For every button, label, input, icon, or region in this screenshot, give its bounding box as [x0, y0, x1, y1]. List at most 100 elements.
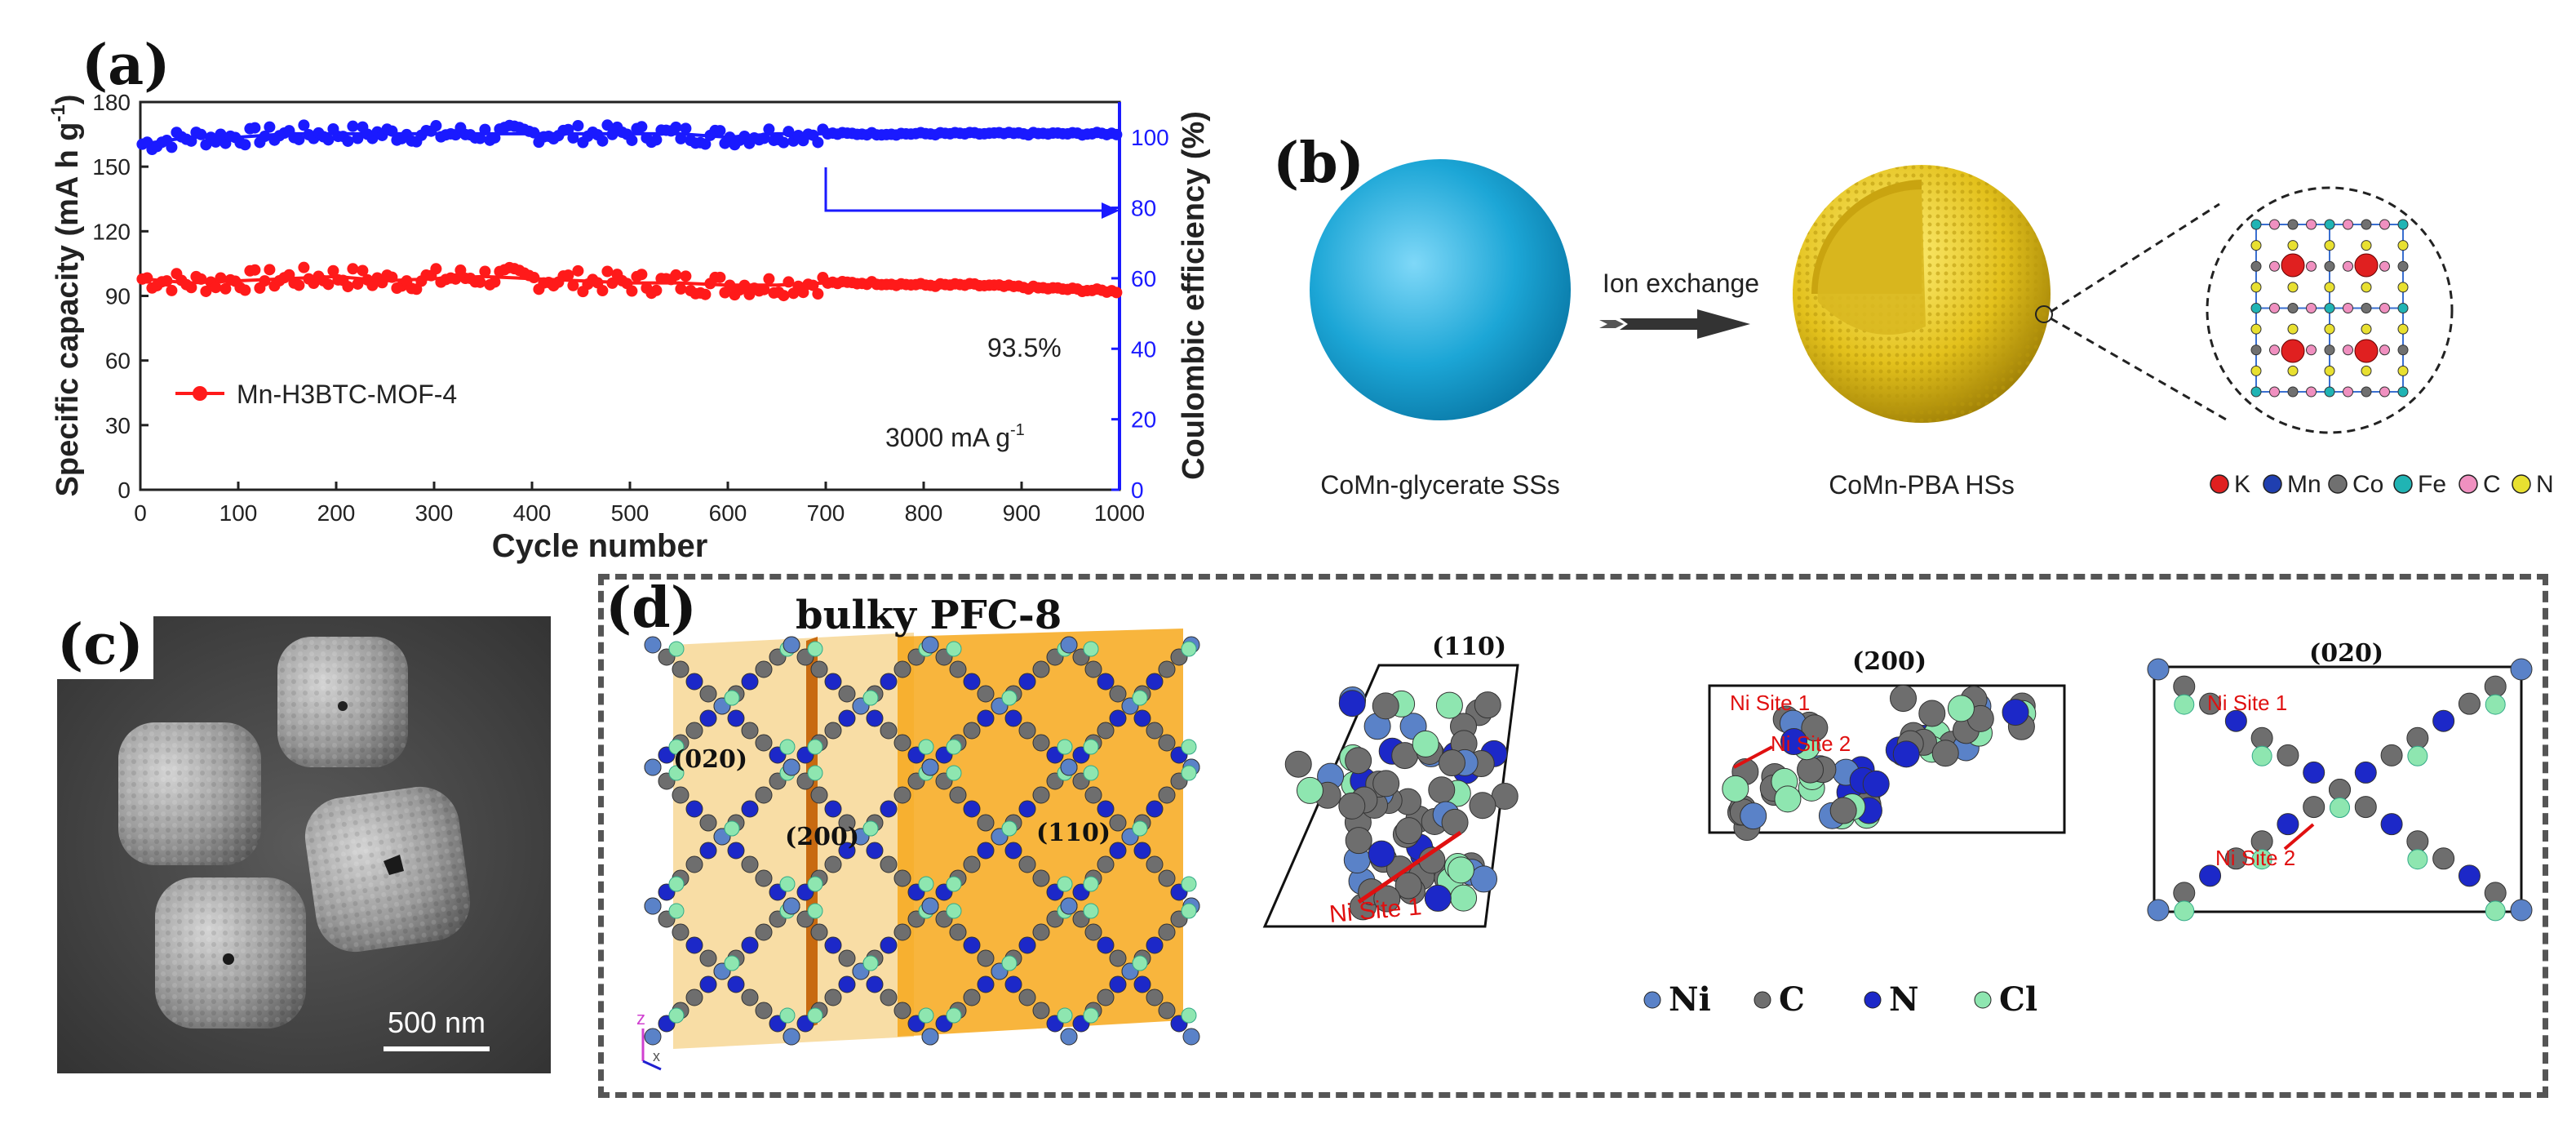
molecule-cl — [2251, 849, 2272, 870]
framework-atom — [741, 936, 759, 954]
framework-cl — [1181, 765, 1197, 781]
framework-atom — [977, 975, 995, 993]
molecule-atom — [2458, 864, 2481, 887]
framework-atom — [1060, 897, 1078, 915]
data-point — [195, 128, 207, 140]
molecule-atom — [1424, 884, 1452, 912]
data-point — [699, 288, 712, 300]
data-point — [675, 282, 687, 295]
lattice-atom — [2250, 219, 2262, 230]
lattice-atom — [2269, 344, 2280, 356]
molecule-cl — [2485, 694, 2506, 715]
data-point — [738, 279, 751, 291]
pba-caption: CoMn-PBA HSs — [1829, 470, 2015, 500]
legend-label-n: N — [1889, 980, 1919, 1019]
data-point — [758, 283, 770, 295]
framework-cl — [1132, 955, 1148, 971]
data-point — [1111, 128, 1123, 140]
framework-atom — [1109, 814, 1127, 832]
lattice-atom — [2343, 386, 2353, 398]
molecule-atom — [2277, 813, 2299, 836]
k-ion — [2354, 339, 2379, 363]
framework-cl — [946, 876, 962, 892]
framework-atom — [949, 786, 967, 804]
efficiency-arrow — [824, 167, 1110, 212]
lattice-atom — [2343, 344, 2353, 356]
lattice-atom — [2397, 344, 2409, 356]
framework-atom — [949, 660, 967, 678]
lattice-atom — [2397, 323, 2409, 335]
panel-d-frame — [598, 574, 2548, 1098]
x-tick-label: 500 — [611, 500, 650, 526]
lattice-atom — [2324, 344, 2335, 356]
framework-atom — [838, 709, 856, 727]
lattice-atom — [2287, 219, 2299, 230]
framework-atom — [699, 975, 717, 993]
k-ion — [2281, 253, 2305, 278]
framework-atom — [963, 936, 981, 954]
view-200-label: (200) — [1852, 647, 1926, 676]
framework-atom — [783, 1028, 800, 1046]
y-left-tick-label: 0 — [117, 478, 131, 503]
framework-atom — [1018, 855, 1036, 873]
molecule-atom — [2458, 692, 2481, 715]
framework-atom — [838, 814, 856, 832]
y-left-axis-title: Specific capacity (mA h g-1) — [47, 95, 85, 497]
framework-cl — [862, 955, 879, 971]
framework-cl — [807, 641, 823, 657]
framework-atom — [727, 975, 745, 993]
framework-atom — [644, 758, 662, 776]
lattice-atom — [2269, 260, 2280, 272]
framework-atom — [1109, 949, 1127, 967]
molecule-atom — [2406, 830, 2429, 853]
molecule-atom — [1740, 802, 1767, 830]
legend-label-c: C — [1779, 980, 1805, 1019]
framework-atom — [1158, 786, 1176, 804]
current-annotation: 3000 mA g-1 — [885, 421, 1025, 452]
data-point — [342, 135, 354, 147]
molecule-atom — [2224, 709, 2247, 732]
framework-atom — [866, 975, 884, 993]
data-point — [474, 132, 486, 144]
molecule-atom — [1829, 797, 1857, 824]
framework-atom — [824, 673, 842, 691]
legend-swatch-co — [2328, 474, 2348, 494]
x-tick-label: 600 — [709, 500, 747, 526]
framework-cl — [668, 765, 685, 781]
data-point — [763, 123, 775, 136]
lattice-atom — [2379, 219, 2390, 230]
molecule-atom — [2484, 675, 2507, 698]
framework-cl — [918, 876, 934, 892]
legend-swatch-n — [2512, 474, 2531, 494]
framework-atom — [699, 949, 717, 967]
framework-atom — [1158, 660, 1176, 678]
molecule-atom — [2484, 882, 2507, 904]
framework-atom — [1158, 1002, 1176, 1020]
axis-x: x — [653, 1048, 660, 1064]
framework-atom — [1158, 869, 1176, 887]
x-tick-label: 400 — [513, 500, 552, 526]
data-point — [807, 279, 819, 291]
data-point — [572, 264, 584, 277]
framework-atom — [1018, 988, 1036, 1006]
molecule-atom — [1447, 856, 1474, 884]
framework-cl — [946, 739, 962, 755]
lattice-atom — [2306, 260, 2317, 272]
framework-atom — [1084, 923, 1102, 941]
data-point — [606, 277, 619, 289]
panel-label-b: (b) — [1273, 131, 1364, 196]
legend-label-fe: Fe — [2418, 471, 2446, 498]
lattice-atom — [2269, 219, 2280, 230]
molecule-atom — [2380, 744, 2403, 766]
data-point — [636, 121, 648, 133]
framework-cl — [807, 765, 823, 781]
data-point — [680, 122, 692, 135]
lattice-atom — [2250, 386, 2262, 398]
framework-cl — [918, 1007, 934, 1024]
framework-cl — [724, 955, 740, 971]
data-point — [601, 119, 614, 131]
molecule-atom — [2432, 847, 2455, 870]
lattice-atom — [2379, 344, 2390, 356]
framework-atom — [1060, 758, 1078, 776]
framework-atom — [810, 923, 828, 941]
